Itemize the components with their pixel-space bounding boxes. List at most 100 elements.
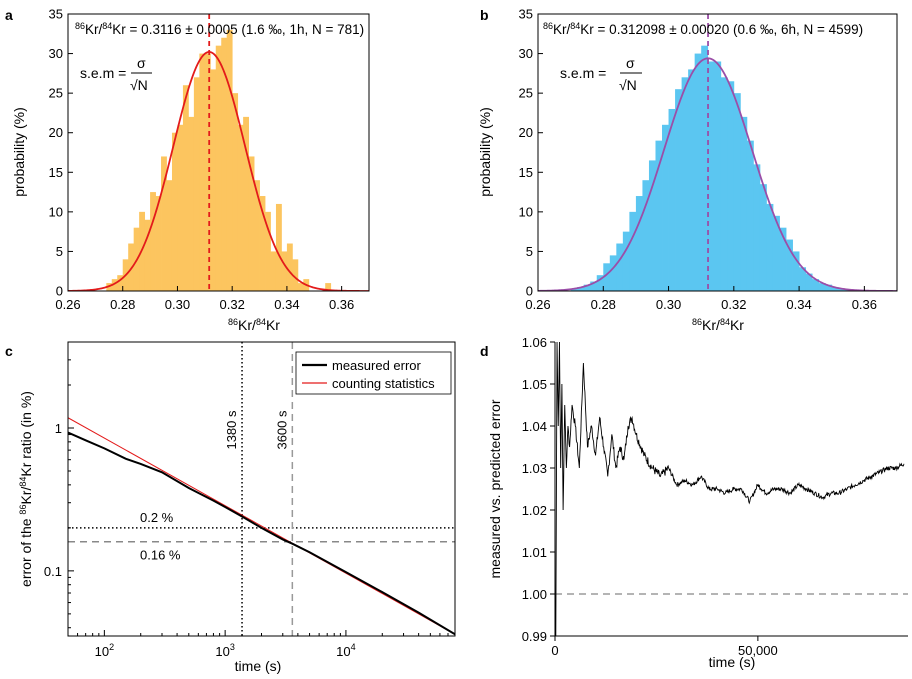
panel-b-xlabel: 86Kr/84Kr	[692, 317, 744, 333]
svg-text:s.e.m =: s.e.m =	[560, 65, 606, 81]
panel-a-axes-frame	[67, 13, 370, 292]
y-tick-label: 0.99	[522, 629, 547, 644]
gaussian-fit-line	[538, 57, 897, 291]
histogram-bar	[204, 53, 211, 291]
histogram-bar	[759, 184, 767, 291]
legend-label: counting statistics	[332, 376, 435, 391]
histogram-bar	[779, 227, 787, 291]
histogram-bar	[583, 284, 591, 291]
histogram-bar	[166, 180, 173, 291]
histogram-bar	[635, 196, 643, 291]
x-tick-label: 0.32	[220, 297, 245, 312]
histogram-bar	[766, 203, 774, 291]
histogram-bar	[210, 69, 217, 291]
histogram-bar	[603, 263, 611, 291]
panel-a-letter: a	[5, 7, 13, 23]
histogram-bar	[727, 81, 735, 291]
x-tick-label: 104	[336, 642, 355, 659]
y-tick-label: 30	[49, 46, 63, 61]
counting-statistics-line	[68, 417, 455, 635]
histogram-bar	[292, 259, 299, 291]
histogram-bar	[275, 203, 282, 291]
y-tick-label: 25	[519, 86, 533, 101]
histogram-bar	[221, 37, 228, 291]
x-tick-label: 0.26	[525, 297, 550, 312]
y-tick-label: 0	[56, 284, 63, 299]
svg-text:√N: √N	[130, 77, 148, 93]
histogram-bar	[117, 275, 124, 291]
x-tick-label: 0.32	[721, 297, 746, 312]
y-tick-label: 1.05	[522, 377, 547, 392]
y-tick-label: 5	[526, 244, 533, 259]
histogram-bar	[150, 192, 156, 291]
histogram-bar	[688, 69, 696, 291]
y-tick-label: 1.04	[522, 419, 547, 434]
panel-b-sem-formula: s.e.m = σ √N	[560, 55, 642, 93]
svg-text:σ: σ	[137, 55, 146, 71]
histogram-bar	[570, 288, 578, 291]
histogram-bar	[701, 45, 709, 291]
histogram-bar	[193, 77, 200, 291]
x-tick-label: 50,000	[738, 643, 778, 658]
svg-text:s.e.m =: s.e.m =	[80, 65, 126, 81]
histogram-bar	[259, 196, 266, 291]
panel-d-letter: d	[480, 343, 489, 359]
y-tick-label: 15	[519, 165, 533, 180]
histogram-bar	[681, 77, 689, 291]
measured-error-line	[68, 431, 455, 636]
panel-b: b 0.26 0.28 0.30 0.32 0.34 0.36 0 5 10 15 20 25 30 35…	[477, 7, 898, 333]
histogram-bar	[818, 283, 826, 291]
histogram-bar	[694, 53, 702, 291]
histogram-bar	[825, 284, 833, 291]
panel-c-xlabel: time (s)	[235, 658, 282, 674]
histogram-bar	[215, 45, 222, 291]
histogram-bar	[243, 116, 249, 291]
x-tick-label: 0.36	[329, 297, 354, 312]
histogram-bar	[254, 180, 260, 291]
panel-d-ylabel: measured vs. predicted error	[487, 399, 503, 578]
y-tick-label: 35	[49, 7, 63, 22]
svg-text:√N: √N	[619, 77, 637, 93]
y-tick-label: 20	[519, 125, 533, 140]
panel-a-title: 86Kr/84Kr = 0.3116 ± 0.0005 (1.6 ‰, 1h, …	[75, 21, 364, 37]
histogram-bar	[812, 279, 820, 291]
histogram-bar	[616, 243, 624, 291]
y-tick-label: 0	[526, 284, 533, 299]
y-tick-label: 5	[56, 244, 63, 259]
histogram-bar	[270, 251, 277, 291]
histogram-bar	[577, 287, 585, 291]
y-tick-label: 1	[55, 421, 62, 436]
time-marker-label: 1380 s	[224, 410, 239, 450]
panel-c: c 0.2 % 0.16 % 1380 s 3600 s 102 103 104 0.1 1 m…	[5, 341, 456, 674]
x-tick-label: 0.30	[165, 297, 190, 312]
histogram-bar	[772, 215, 780, 291]
histogram-bar	[226, 29, 233, 291]
histogram-bar	[792, 251, 800, 291]
x-tick-label: 0	[551, 643, 558, 658]
histogram-bar	[720, 77, 728, 291]
y-tick-label: 10	[49, 204, 63, 219]
gaussian-fit-line	[68, 51, 369, 291]
y-tick-label: 1.00	[522, 587, 547, 602]
histogram-bar	[188, 116, 195, 291]
histogram-bar	[733, 93, 741, 291]
histogram-bar	[237, 124, 244, 291]
histogram-bar	[622, 231, 630, 291]
histogram-bar	[609, 255, 617, 291]
histogram-bar	[629, 211, 637, 291]
panel-a-ylabel: probability (%)	[11, 107, 27, 196]
x-tick-label: 103	[215, 642, 234, 659]
histogram-bar	[642, 180, 650, 291]
time-marker-label: 3600 s	[274, 410, 289, 450]
legend-label: measured error	[332, 358, 422, 373]
histogram-bar	[675, 89, 682, 291]
histogram-bar	[799, 267, 807, 291]
x-tick-label: 0.36	[852, 297, 877, 312]
histogram-bar	[831, 287, 839, 291]
histogram-bar	[648, 160, 656, 291]
histogram-bar	[590, 281, 598, 291]
panel-b-title: 86Kr/84Kr = 0.312098 ± 0.00020 (0.6 ‰, 6…	[543, 21, 863, 37]
histogram-bar	[838, 288, 846, 291]
y-tick-label: 15	[49, 165, 63, 180]
